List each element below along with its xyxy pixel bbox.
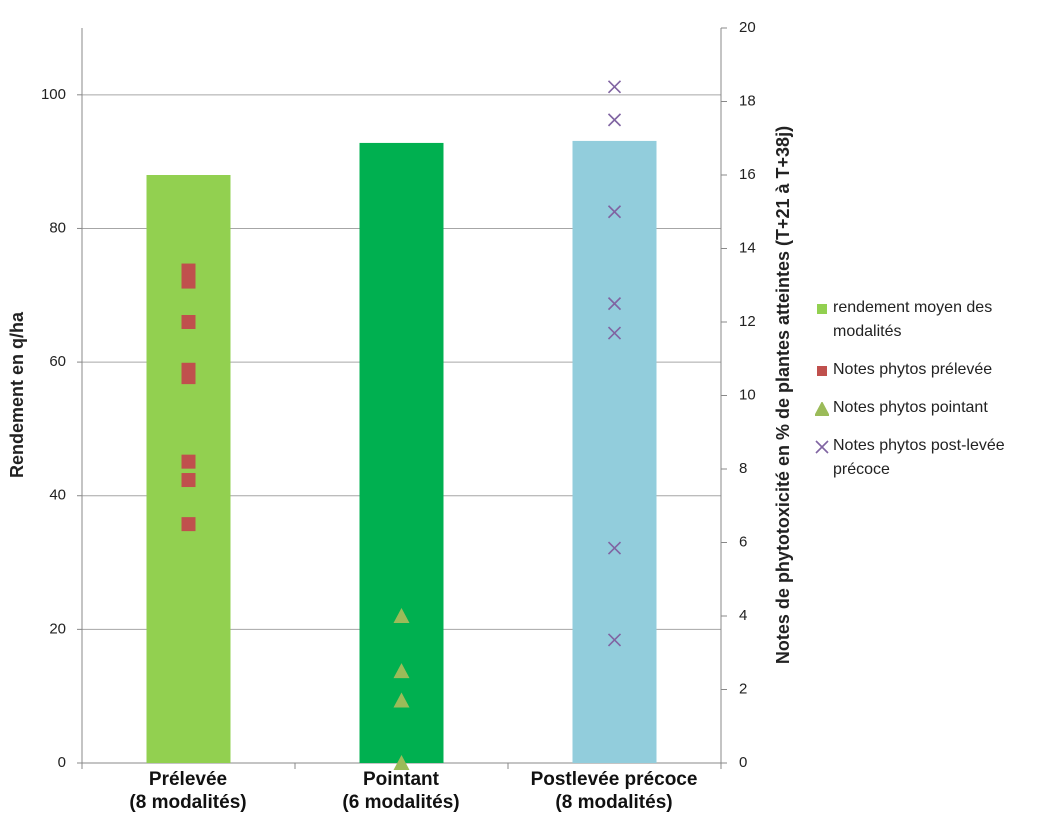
bar — [359, 142, 444, 764]
point — [607, 633, 622, 647]
y2-tick-label: 6 — [739, 533, 747, 550]
legend-item: rendement moyen des modalités — [815, 296, 1045, 344]
x-tick-label: Postlevée précoce (8 modalités) — [530, 769, 698, 813]
y-tick-label: 0 — [58, 754, 66, 771]
point — [181, 454, 196, 469]
y2-tick-label: 20 — [739, 19, 756, 36]
point — [393, 755, 410, 770]
legend-marker — [817, 304, 827, 314]
legend-label: Notes phytos prélevée — [833, 361, 993, 378]
legend-label: Notes phytos post-levée précoce — [833, 437, 1005, 478]
point — [817, 304, 827, 314]
point — [607, 297, 622, 311]
point — [181, 517, 196, 532]
point — [181, 370, 196, 385]
y2-tick-label: 14 — [739, 239, 756, 256]
y-tick-label: 60 — [49, 353, 66, 370]
legend-marker — [817, 366, 827, 376]
legend-label: Notes phytos pointant — [833, 399, 988, 416]
y2-tick-label: 4 — [739, 607, 747, 624]
legend-marker — [815, 402, 829, 416]
y2-tick-label: 8 — [739, 460, 747, 477]
point — [607, 326, 622, 340]
point — [815, 440, 829, 454]
y-tick-label: 100 — [41, 86, 66, 103]
point — [181, 263, 196, 278]
y2-tick-label: 2 — [739, 680, 747, 697]
y2-tick-label: 10 — [739, 386, 756, 403]
x-tick-label: Pointant (6 modalités) — [342, 769, 460, 813]
point — [607, 113, 622, 127]
legend-item: Notes phytos post-levée précoce — [815, 434, 1045, 482]
bar — [572, 140, 657, 763]
y-tick-label: 80 — [49, 219, 66, 236]
point — [815, 402, 829, 416]
point — [393, 608, 410, 623]
y2-tick-label: 12 — [739, 313, 756, 330]
point — [393, 663, 410, 679]
point — [181, 473, 196, 488]
y2-tick-label: 0 — [739, 754, 747, 771]
y2-tick-label: 16 — [739, 166, 756, 183]
point — [607, 205, 622, 219]
legend-label: rendement moyen des modalités — [833, 299, 993, 340]
point — [607, 541, 622, 555]
point — [817, 366, 827, 376]
y-tick-label: 20 — [49, 620, 66, 637]
point — [181, 274, 196, 289]
y2-axis-title: Notes de phytotoxicité en % de plantes a… — [773, 126, 793, 664]
y-tick-label: 40 — [49, 487, 66, 504]
legend-item: Notes phytos prélevée — [815, 358, 1045, 382]
point — [181, 315, 196, 329]
x-tick-label: Prélevée (8 modalités) — [129, 769, 247, 813]
point — [393, 692, 410, 708]
y-axis-title: Rendement en q/ha — [7, 311, 27, 478]
y2-tick-label: 18 — [739, 92, 756, 109]
point — [607, 80, 622, 94]
legend: rendement moyen des modalités Notes phyto… — [815, 296, 1045, 482]
legend-item: Notes phytos pointant — [815, 396, 1045, 420]
legend-marker — [815, 440, 829, 454]
bar — [146, 175, 231, 763]
